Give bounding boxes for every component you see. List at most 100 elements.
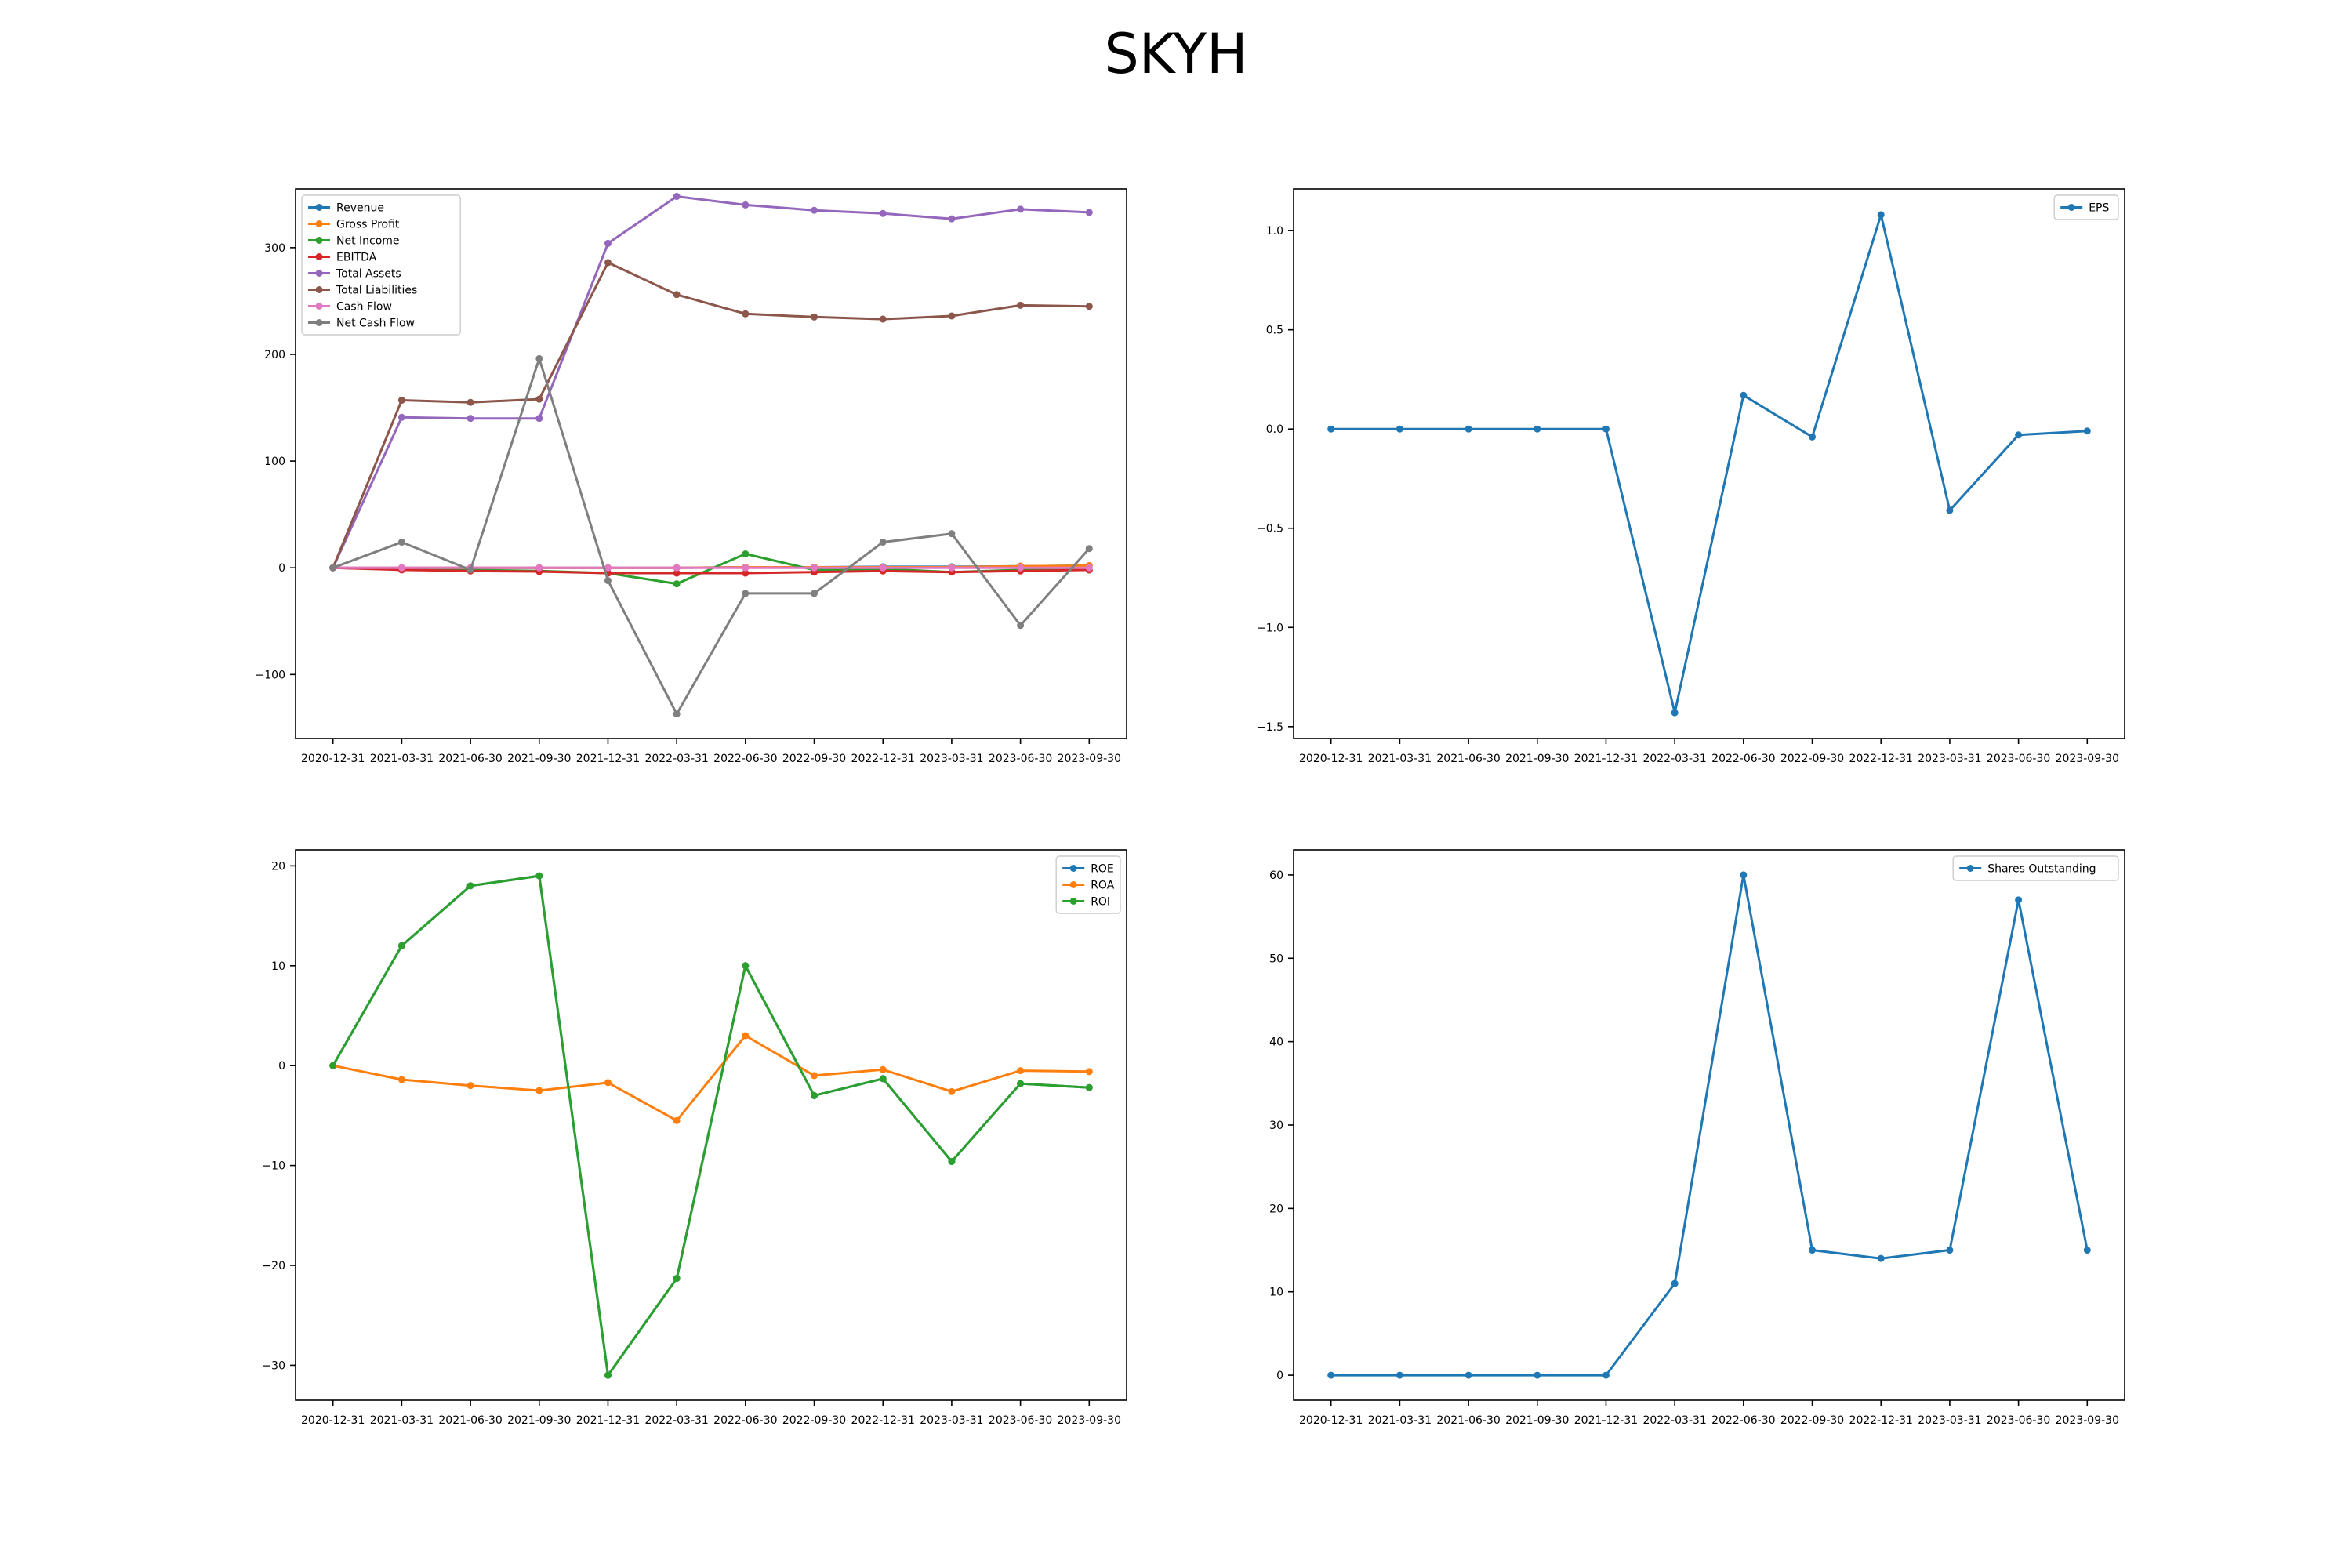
data-point [811,313,818,321]
data-point [535,564,543,572]
y-tick-label: 30 [1269,1120,1283,1132]
shares-outstanding-line-chart: 2020-12-31 2021-03-31 2021-06-30 2021-09-30… [1269,849,2125,1427]
x-tick-label: 2020-12-31 [1299,753,1363,765]
legend-marker [1069,881,1077,888]
y-tick-label: 10 [271,960,285,973]
figure-title: SKYH [1104,22,1248,86]
data-point [604,1371,612,1379]
y-tick-label: −1.5 [1257,721,1283,734]
data-point [742,550,750,558]
data-point [1740,871,1748,879]
legend-marker [2067,204,2075,211]
x-tick-label: 2021-06-30 [438,753,502,765]
x-tick-label: 2023-06-30 [1987,753,2050,765]
y-tick-label: 20 [271,860,285,873]
series-line [332,357,1091,716]
series-line [332,261,1090,568]
data-point [948,564,956,572]
data-point [1465,425,1472,433]
data-point [1877,1254,1885,1262]
data-point [742,310,750,318]
x-tick-label: 2023-06-30 [989,1414,1052,1427]
x-tick-label: 2023-09-30 [2056,753,2119,765]
legend-label: ROI [1091,896,1110,909]
x-tick-label: 2022-12-31 [1849,1414,1913,1427]
series-line [332,566,1090,575]
legend-label: Net Cash Flow [336,318,415,330]
legend-box [301,194,461,336]
y-tick-label: −1.0 [1257,622,1283,634]
data-point [2015,896,2023,904]
data-point [397,413,405,421]
data-point [1085,303,1093,310]
legend-marker [1966,865,1974,872]
data-point [1671,709,1679,717]
data-point [742,564,750,572]
plot-frame [295,188,1127,739]
data-point [397,942,405,949]
data-point [1534,1371,1541,1379]
legend-label: Cash Flow [336,301,392,314]
x-tick-label: 2022-06-30 [1711,753,1775,765]
y-tick-label: 300 [264,242,285,255]
legend-marker [315,237,323,244]
data-point [673,193,681,201]
x-tick-label: 2023-03-31 [920,753,983,765]
legend-marker [315,319,323,326]
data-point [397,1076,405,1083]
plot-frame [1293,849,2125,1401]
legend-marker [315,286,323,293]
data-point [397,397,405,405]
data-point [879,209,887,217]
y-tick-label: 0.0 [1266,423,1283,436]
data-point [1671,1279,1679,1287]
legend-label: Gross Profit [336,219,400,231]
data-point [1327,425,1335,433]
legend-marker [315,303,323,310]
financials-line-chart: 2020-12-31 2021-03-31 2021-06-30 2021-09-30… [256,188,1127,765]
legend-label: Total Assets [336,268,401,281]
data-point [811,1072,818,1080]
x-tick-label: 2022-09-30 [782,1414,846,1427]
x-tick-label: 2022-03-31 [1642,1414,1706,1427]
data-point [1465,1371,1472,1379]
data-point [673,569,681,577]
data-point [948,312,956,320]
data-point [948,215,956,223]
data-point [604,239,612,247]
data-point [466,415,474,423]
x-tick-label: 2022-09-30 [782,753,846,765]
data-point [2083,427,2091,435]
data-point [535,395,543,403]
data-point [1809,1247,1817,1254]
data-point [811,206,818,214]
data-point [466,882,474,890]
x-tick-label: 2021-03-31 [1368,753,1432,765]
data-point [1877,211,1885,219]
x-tick-label: 2021-09-30 [1505,1414,1569,1427]
legend-label: Shares Outstanding [1987,863,2096,876]
x-tick-label: 2020-12-31 [301,753,365,765]
data-point [1602,425,1610,433]
x-tick-label: 2023-06-30 [989,753,1052,765]
x-tick-label: 2021-12-31 [1574,753,1638,765]
data-point [1085,1083,1093,1091]
x-tick-label: 2021-09-30 [1505,753,1569,765]
x-tick-label: 2021-06-30 [438,1414,502,1427]
legend-box [2053,194,2119,220]
data-point [673,1275,681,1283]
x-tick-label: 2023-03-31 [1918,1414,1981,1427]
y-tick-label: 0 [278,562,285,575]
x-tick-label: 2022-06-30 [713,1414,777,1427]
legend-label: Revenue [336,202,384,215]
data-point [1017,564,1025,572]
x-tick-label: 2023-03-31 [920,1414,983,1427]
x-tick-label: 2022-06-30 [713,753,777,765]
x-tick-label: 2023-09-30 [2056,1414,2119,1427]
y-tick-label: −20 [262,1260,285,1272]
legend-marker [1069,898,1077,905]
x-tick-label: 2020-12-31 [1299,1414,1363,1427]
data-point [742,1032,750,1040]
series-line [1330,873,2089,1377]
data-point [329,1062,337,1069]
